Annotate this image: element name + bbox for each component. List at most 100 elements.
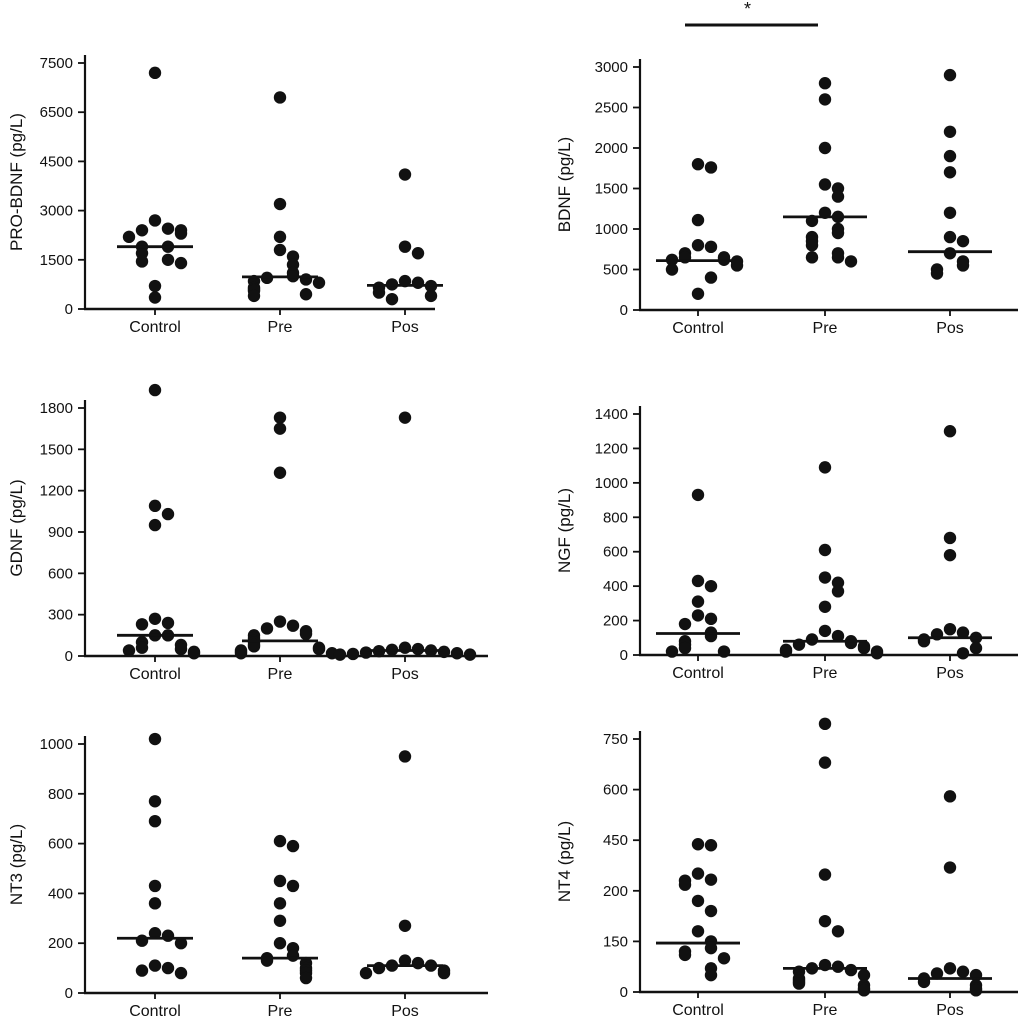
y-tick-label: 750	[603, 731, 628, 748]
data-point-control	[135, 618, 149, 631]
y-tick-label: 0	[620, 647, 628, 664]
data-point-control	[174, 256, 188, 270]
data-point-pos	[943, 425, 957, 438]
data-point-control	[691, 574, 705, 588]
y-axis-title: GDNF (pg/L)	[7, 479, 26, 576]
x-tick-label-pre: Pre	[268, 1003, 293, 1020]
data-point-pre	[273, 874, 287, 888]
data-point-pre	[312, 276, 326, 289]
data-point-control	[148, 279, 162, 293]
y-tick-label: 3000	[40, 203, 73, 220]
chart-panel-3: 0 300 600 900 1200 1500 1800 Control Pre Pos GDNF …	[7, 383, 488, 683]
data-point-pos	[956, 965, 970, 978]
data-point-pos	[943, 206, 957, 219]
data-point-control	[691, 287, 705, 300]
x-tick-label-pos: Pos	[391, 666, 419, 683]
y-tick-label: 2000	[595, 140, 628, 157]
data-point-control	[161, 253, 175, 266]
data-point-pos	[943, 622, 957, 636]
data-point-pre	[831, 226, 845, 240]
data-point-control	[704, 629, 718, 643]
data-point-pre	[273, 937, 287, 950]
data-point-pre	[286, 619, 300, 632]
y-tick-label: 200	[603, 613, 628, 630]
y-tick-label: 0	[620, 302, 628, 319]
data-point-pos	[424, 289, 438, 303]
data-point-pre	[818, 624, 832, 638]
y-tick-label: 6500	[40, 104, 73, 121]
y-axis-title: BDNF (pg/L)	[555, 137, 574, 232]
data-point-control	[704, 161, 718, 174]
data-point-pre	[831, 629, 845, 643]
data-point-control	[704, 839, 718, 852]
data-point-control	[678, 948, 692, 962]
data-point-control	[135, 224, 149, 237]
y-tick-label: 450	[603, 832, 628, 849]
data-point-control	[704, 579, 718, 593]
y-tick-label: 3000	[595, 59, 628, 76]
data-point-control	[148, 959, 162, 972]
data-point-pos	[411, 276, 425, 289]
data-point-pre	[818, 543, 832, 557]
data-point-pos	[411, 247, 425, 260]
y-tick-label: 500	[603, 262, 628, 279]
x-tick-label-pre: Pre	[813, 320, 838, 337]
data-point-pre	[286, 839, 300, 853]
y-tick-label: 900	[48, 524, 73, 541]
data-point-pre	[818, 461, 832, 474]
data-point-control	[148, 518, 162, 532]
y-tick-label: 1000	[595, 221, 628, 238]
y-tick-label: 0	[65, 648, 73, 665]
y-axis-title: NT3 (pg/L)	[7, 824, 26, 905]
data-point-pre	[273, 834, 287, 848]
data-point-control	[174, 966, 188, 980]
data-point-pre	[805, 239, 819, 252]
data-point-pre	[273, 615, 287, 628]
data-point-control	[174, 642, 188, 656]
data-point-pos	[385, 292, 399, 306]
data-point-pre	[818, 141, 832, 155]
data-point-control	[665, 263, 679, 276]
data-point-pre	[792, 977, 806, 990]
data-point-pos	[943, 790, 957, 803]
data-point-pos	[956, 234, 970, 248]
data-point-pre	[805, 633, 819, 646]
y-tick-label: 1500	[595, 181, 628, 198]
data-point-pre	[299, 971, 313, 985]
y-tick-label: 300	[48, 607, 73, 624]
data-point-control	[730, 259, 744, 272]
data-point-control	[148, 214, 162, 227]
data-point-control	[148, 795, 162, 808]
data-point-pre	[273, 411, 287, 424]
y-tick-label: 600	[48, 836, 73, 853]
y-tick-label: 7500	[40, 55, 73, 72]
data-point-pre	[312, 642, 326, 656]
data-point-control	[678, 641, 692, 655]
x-tick-label-pos: Pos	[391, 319, 419, 336]
data-point-pos	[411, 956, 425, 970]
y-tick-label: 400	[603, 578, 628, 595]
data-point-control	[161, 616, 175, 630]
data-point-pre	[818, 178, 832, 191]
y-axis-title: NT4 (pg/L)	[555, 821, 574, 902]
data-point-control	[691, 894, 705, 908]
data-point-pre	[818, 93, 832, 106]
data-point-control	[187, 647, 201, 660]
data-point-pos	[372, 961, 386, 975]
chart-panel-6: 0 150 200 450 600 750 Control Pre Pos NT4 (pg/L)	[555, 717, 1018, 1019]
data-point-pos	[463, 648, 477, 661]
data-point-control	[161, 507, 175, 521]
data-point-control	[691, 595, 705, 608]
data-point-control	[704, 968, 718, 982]
y-tick-label: 200	[603, 883, 628, 900]
data-point-control	[691, 925, 705, 938]
data-point-control	[665, 645, 679, 658]
x-tick-label-pre: Pre	[813, 665, 838, 682]
x-tick-label-control: Control	[129, 1003, 181, 1020]
significance-label: *	[744, 0, 751, 19]
data-point-pre	[831, 925, 845, 938]
data-point-control	[148, 383, 162, 397]
data-point-pre	[299, 273, 313, 286]
y-tick-label: 1000	[40, 736, 73, 753]
y-tick-label: 600	[603, 782, 628, 799]
